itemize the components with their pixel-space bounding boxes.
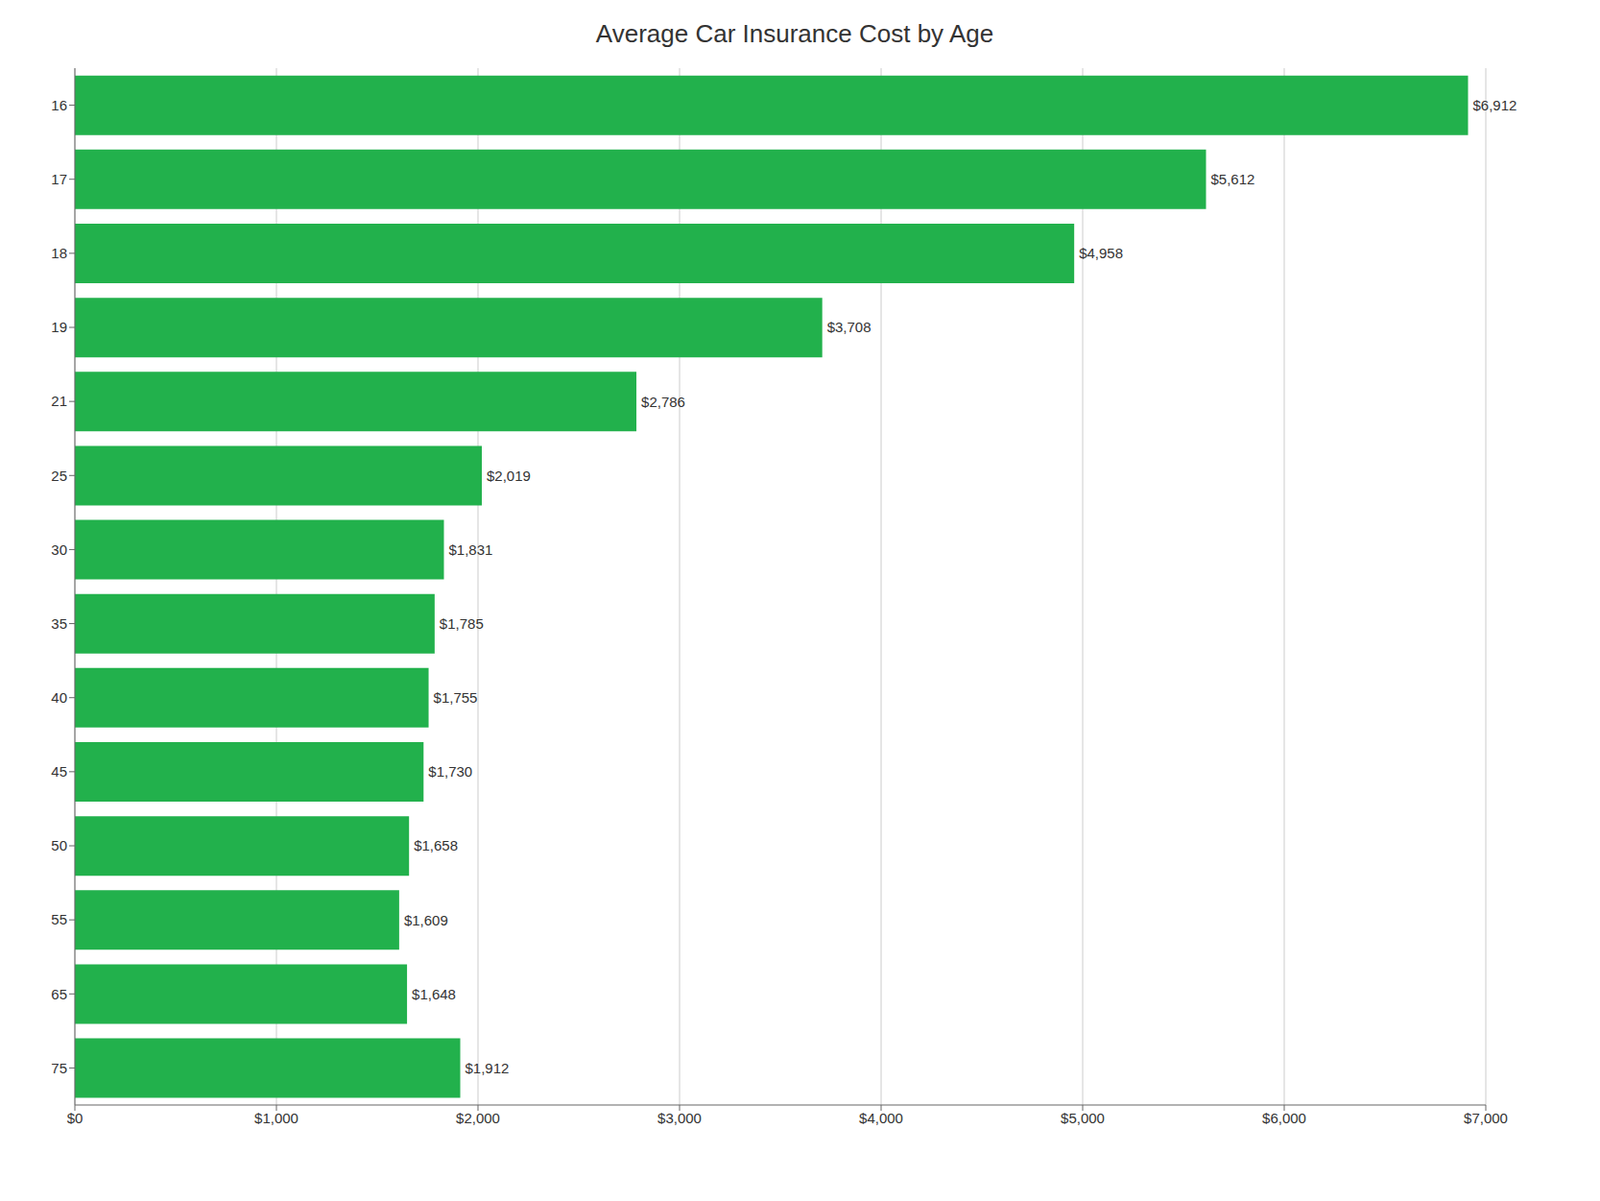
svg-text:$1,785: $1,785 [439, 615, 484, 632]
svg-text:$2,786: $2,786 [641, 393, 686, 410]
svg-text:18: 18 [50, 244, 68, 262]
svg-text:$1,609: $1,609 [404, 911, 449, 929]
html-text:Average Car Insurance Cost by: Average Car Insurance Cost by Age [595, 19, 994, 48]
svg-text:$1,730: $1,730 [428, 763, 473, 780]
svg-text:17: 17 [50, 170, 68, 188]
svg-text:45: 45 [50, 763, 68, 780]
svg-text:$1,000: $1,000 [254, 1109, 299, 1126]
svg-text:$6,000: $6,000 [1262, 1109, 1307, 1126]
svg-text:$4,000: $4,000 [859, 1109, 904, 1126]
svg-text:$7,000: $7,000 [1463, 1109, 1508, 1126]
svg-text:21: 21 [50, 392, 68, 409]
svg-text:25: 25 [50, 467, 68, 484]
svg-text:75: 75 [50, 1059, 68, 1076]
svg-text:$1,658: $1,658 [413, 836, 458, 854]
svg-text:30: 30 [50, 541, 68, 558]
svg-text:19: 19 [50, 318, 68, 335]
svg-text:$2,019: $2,019 [486, 467, 531, 484]
svg-text:$1,755: $1,755 [433, 689, 478, 706]
svg-text:$2,000: $2,000 [455, 1109, 501, 1126]
svg-text:$1,831: $1,831 [449, 541, 494, 558]
svg-text:$3,000: $3,000 [657, 1109, 702, 1126]
svg-text:$4,958: $4,958 [1078, 244, 1123, 262]
svg-text:$1,648: $1,648 [411, 985, 456, 1003]
svg-text:$5,000: $5,000 [1060, 1109, 1105, 1126]
svg-text:55: 55 [50, 910, 68, 928]
svg-text:35: 35 [50, 615, 68, 632]
svg-text:16: 16 [50, 96, 68, 114]
svg-text:$5,612: $5,612 [1211, 170, 1256, 188]
svg-text:40: 40 [50, 689, 68, 706]
svg-text:50: 50 [50, 836, 68, 854]
svg-text:$0: $0 [67, 1109, 84, 1126]
svg-text:$1,912: $1,912 [465, 1059, 510, 1076]
svg-text:$6,912: $6,912 [1473, 96, 1518, 114]
svg-text:65: 65 [50, 985, 68, 1003]
svg-text:$3,708: $3,708 [827, 318, 872, 335]
